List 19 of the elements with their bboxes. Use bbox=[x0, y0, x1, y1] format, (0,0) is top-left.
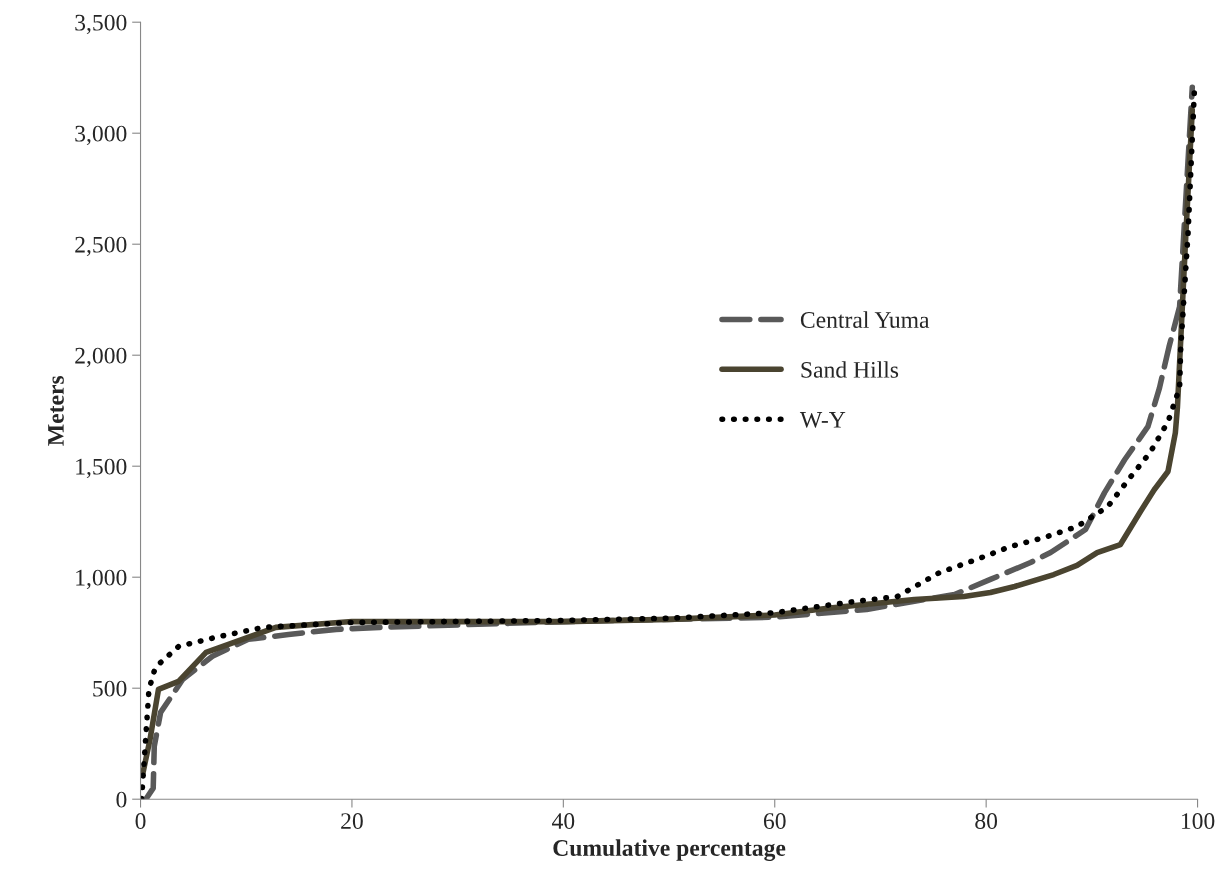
x-axis-title: Cumulative percentage bbox=[553, 839, 786, 861]
x-tick-label: 80 bbox=[975, 813, 998, 830]
x-tick-label: 0 bbox=[135, 813, 146, 830]
x-tick-label: 20 bbox=[341, 813, 363, 830]
x-tick-label: 60 bbox=[763, 813, 786, 830]
x-tick-label: 100 bbox=[1181, 813, 1215, 830]
y-tick-label: 1,500 bbox=[76, 458, 127, 479]
y-tick-label: 3,000 bbox=[75, 125, 127, 146]
legend-label: Central Yuma bbox=[800, 311, 930, 328]
legend-label: Sand Hills bbox=[801, 361, 899, 378]
y-tick-label: 0 bbox=[116, 791, 127, 808]
y-tick-label: 3,500 bbox=[75, 14, 127, 35]
y-tick-label: 500 bbox=[93, 680, 127, 697]
y-tick-label: 2,000 bbox=[75, 347, 127, 368]
x-tick-label: 40 bbox=[552, 813, 575, 830]
legend-label: W-Y bbox=[799, 412, 846, 428]
y-axis-title: Meters bbox=[48, 375, 64, 446]
y-tick-label: 1,000 bbox=[76, 569, 127, 590]
y-tick-label: 2,500 bbox=[75, 236, 127, 257]
